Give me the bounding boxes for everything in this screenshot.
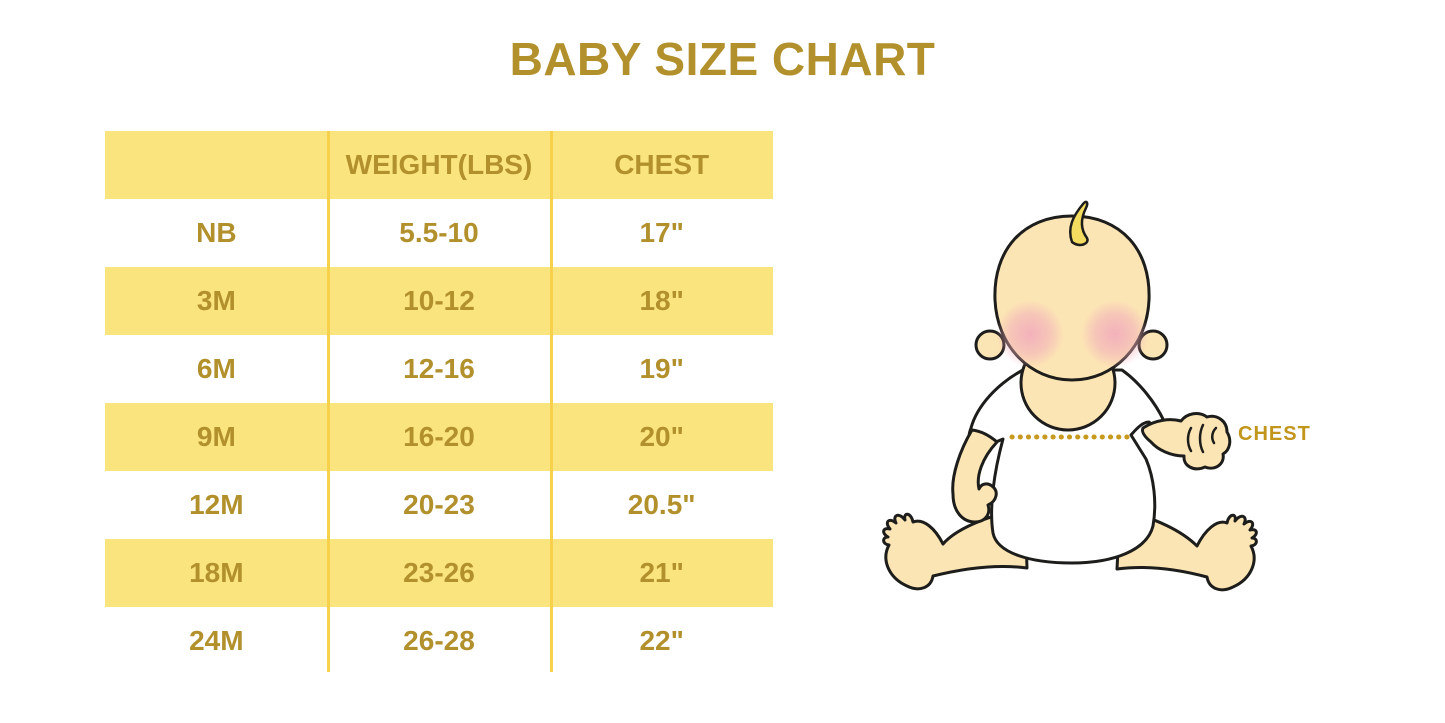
header-cell-chest: CHEST [614, 149, 710, 180]
size-cell: NB [196, 217, 237, 248]
column-divider [327, 131, 330, 672]
chest-cell: 19" [639, 353, 684, 384]
table-row: NB 5.5-10 17" [105, 199, 773, 267]
table-row: 3M 10-12 18" [105, 267, 773, 335]
baby-illustration [875, 178, 1375, 628]
page-title: BABY SIZE CHART [509, 33, 936, 85]
size-cell: 18M [189, 557, 244, 588]
chest-cell: 20" [639, 421, 684, 452]
weight-cell: 20-23 [403, 489, 475, 520]
weight-cell: 12-16 [403, 353, 475, 384]
baby-size-table: WEIGHT(LBS) CHEST NB 5.5-10 17" 3M 10-12… [105, 131, 773, 675]
baby-hair-curl [1068, 200, 1089, 247]
weight-cell: 10-12 [403, 285, 475, 316]
size-cell: 9M [196, 421, 236, 452]
baby-right-cheek [1081, 300, 1149, 368]
size-cell: 12M [189, 489, 244, 520]
weight-cell: 5.5-10 [399, 217, 479, 248]
chest-measure-label: CHEST [1238, 423, 1311, 445]
chest-cell: 18" [639, 285, 684, 316]
baby-right-fist [1141, 412, 1232, 471]
chest-cell: 20.5" [627, 489, 696, 520]
table-row: 9M 16-20 20" [105, 403, 773, 471]
baby-fist-knuckles [1186, 423, 1218, 454]
baby-left-arm [951, 428, 999, 524]
baby-left-cheek [996, 300, 1064, 368]
size-cell: 3M [196, 285, 236, 316]
header-cell-weight: WEIGHT(LBS) [345, 149, 533, 180]
size-cell: 6M [196, 353, 236, 384]
table-header-row: WEIGHT(LBS) CHEST [105, 131, 773, 199]
column-divider [550, 131, 553, 672]
table-row: 24M 26-28 22" [105, 607, 773, 675]
table-row: 18M 23-26 21" [105, 539, 773, 607]
size-cell: 24M [189, 625, 244, 656]
weight-cell: 26-28 [403, 625, 475, 656]
chest-cell: 17" [639, 217, 684, 248]
weight-cell: 16-20 [403, 421, 475, 452]
chest-cell: 21" [639, 557, 684, 588]
weight-cell: 23-26 [403, 557, 475, 588]
table-row: 12M 20-23 20.5" [105, 471, 773, 539]
baby-drawing [882, 200, 1258, 592]
chest-cell: 22" [639, 625, 684, 656]
table-row: 6M 12-16 19" [105, 335, 773, 403]
